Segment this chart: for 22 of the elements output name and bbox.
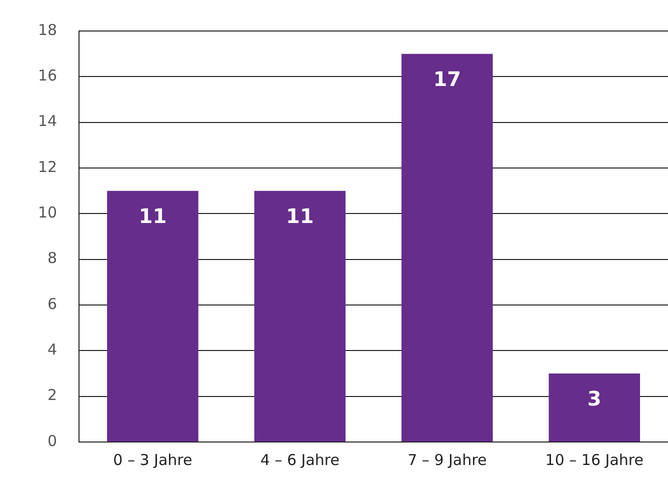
data-label: 17 <box>433 67 462 92</box>
bar <box>107 190 198 442</box>
y-tick-label: 14 <box>38 112 58 130</box>
y-tick-label: 6 <box>48 294 58 313</box>
x-tick-label: 0 – 3 Jahre <box>113 450 192 469</box>
y-tick-label: 2 <box>48 386 58 404</box>
x-tick-label: 4 – 6 Jahre <box>260 450 340 469</box>
data-label: 3 <box>587 386 602 411</box>
y-tick-label: 12 <box>38 158 58 176</box>
y-tick-label: 16 <box>38 66 58 85</box>
data-label: 11 <box>286 204 314 228</box>
x-tick-label: 10 – 16 Jahre <box>545 450 644 469</box>
x-tick-label: 7 – 9 Jahre <box>408 450 487 469</box>
bar <box>402 54 493 442</box>
bar <box>254 190 346 442</box>
y-tick-label: 8 <box>48 249 58 268</box>
data-label: 11 <box>138 204 167 228</box>
y-tick-label: 0 <box>48 432 58 450</box>
bar <box>548 374 640 442</box>
y-tick-label: 4 <box>48 340 58 359</box>
y-tick-label: 18 <box>38 20 58 39</box>
y-tick-label: 10 <box>38 204 58 222</box>
